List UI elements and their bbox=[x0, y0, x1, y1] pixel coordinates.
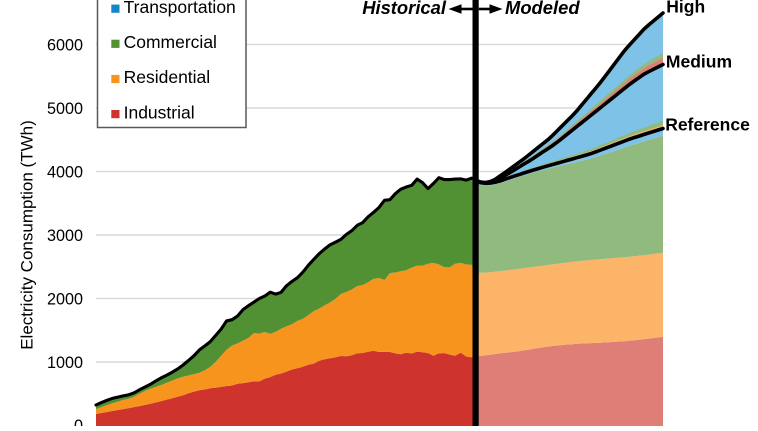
svg-text:Industrial: Industrial bbox=[124, 102, 195, 122]
svg-text:High: High bbox=[666, 0, 705, 16]
svg-text:Historical: Historical bbox=[362, 0, 447, 18]
svg-text:2000: 2000 bbox=[47, 290, 83, 308]
svg-text:5000: 5000 bbox=[47, 100, 83, 118]
svg-text:4000: 4000 bbox=[47, 163, 83, 181]
svg-text:1000: 1000 bbox=[47, 354, 83, 372]
svg-text:Residential: Residential bbox=[124, 67, 211, 87]
svg-text:Transportation: Transportation bbox=[124, 0, 236, 17]
svg-text:Medium: Medium bbox=[666, 52, 732, 72]
svg-text:Reference: Reference bbox=[665, 114, 750, 134]
svg-text:Modeled: Modeled bbox=[505, 0, 580, 18]
svg-text:6000: 6000 bbox=[47, 36, 83, 54]
svg-text:3000: 3000 bbox=[47, 227, 83, 245]
svg-text:Electricity Consumption (TWh): Electricity Consumption (TWh) bbox=[18, 120, 37, 350]
svg-text:Commercial: Commercial bbox=[124, 32, 217, 52]
svg-text:0: 0 bbox=[74, 417, 83, 426]
